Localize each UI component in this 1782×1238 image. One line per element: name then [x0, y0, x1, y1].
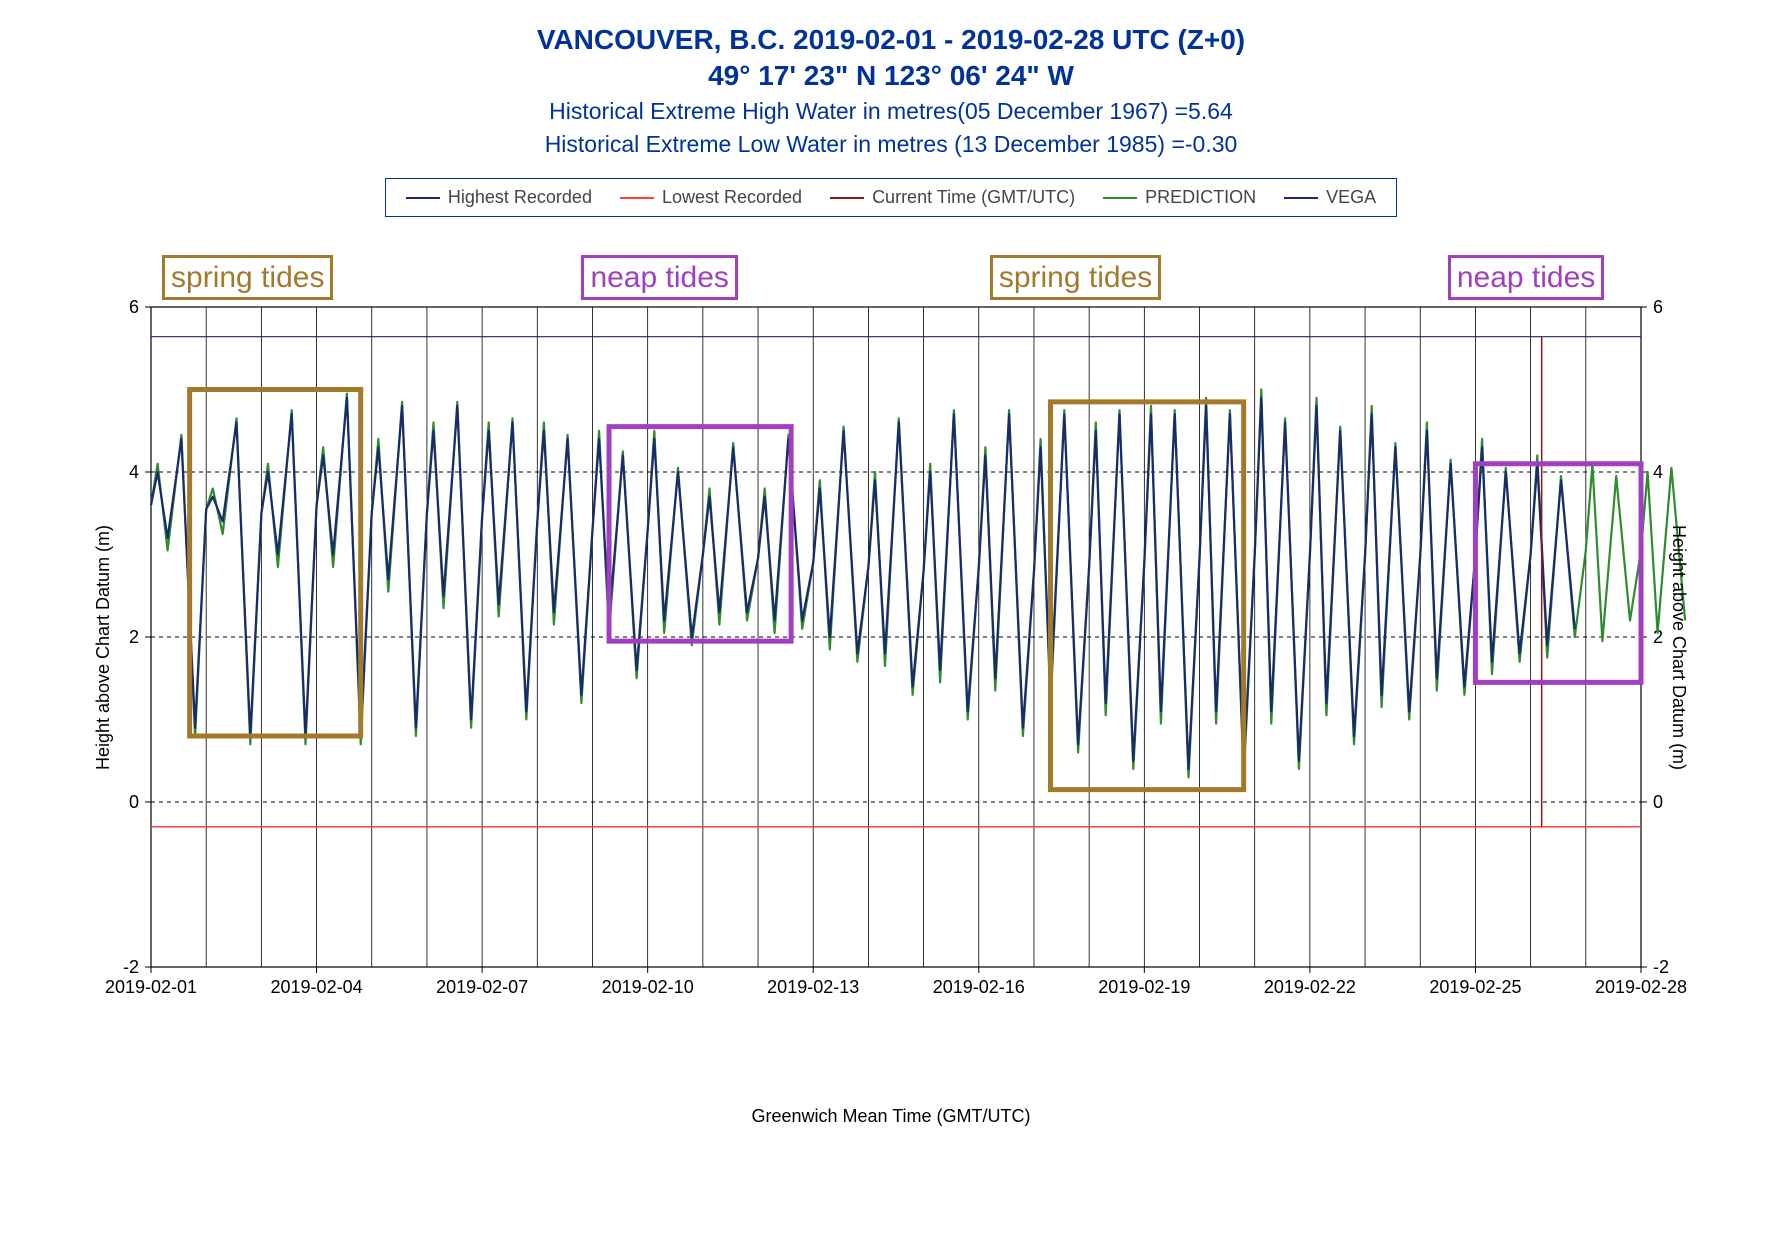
svg-text:2: 2: [129, 627, 139, 647]
svg-text:2019-02-13: 2019-02-13: [767, 977, 859, 997]
legend-label: Highest Recorded: [448, 187, 592, 208]
legend-item: Lowest Recorded: [620, 187, 802, 208]
legend-swatch: [620, 197, 654, 199]
legend-swatch: [830, 197, 864, 199]
legend-item: PREDICTION: [1103, 187, 1256, 208]
svg-text:2019-02-19: 2019-02-19: [1098, 977, 1190, 997]
svg-text:2019-02-07: 2019-02-07: [436, 977, 528, 997]
page-title: VANCOUVER, B.C. 2019-02-01 - 2019-02-28 …: [40, 24, 1742, 56]
legend-swatch: [406, 197, 440, 199]
legend-item: Highest Recorded: [406, 187, 592, 208]
svg-text:2019-02-01: 2019-02-01: [105, 977, 197, 997]
legend-swatch: [1103, 197, 1137, 199]
legend-label: Current Time (GMT/UTC): [872, 187, 1075, 208]
tide-chart: -2-2002244662019-02-012019-02-042019-02-…: [51, 247, 1731, 1067]
historical-high: Historical Extreme High Water in metres(…: [40, 98, 1742, 125]
y-axis-label-right: Height above Chart Datum (m): [1668, 525, 1689, 770]
coordinates: 49° 17' 23" N 123° 06' 24" W: [40, 60, 1742, 92]
legend-item: Current Time (GMT/UTC): [830, 187, 1075, 208]
legend-item: VEGA: [1284, 187, 1376, 208]
legend-swatch: [1284, 197, 1318, 199]
svg-text:2019-02-10: 2019-02-10: [602, 977, 694, 997]
svg-text:2019-02-16: 2019-02-16: [933, 977, 1025, 997]
historical-low: Historical Extreme Low Water in metres (…: [40, 131, 1742, 158]
chart-legend: Highest Recorded Lowest Recorded Current T…: [385, 178, 1397, 217]
svg-text:2019-02-22: 2019-02-22: [1264, 977, 1356, 997]
svg-text:2019-02-28: 2019-02-28: [1595, 977, 1687, 997]
svg-text:2019-02-25: 2019-02-25: [1429, 977, 1521, 997]
legend-label: PREDICTION: [1145, 187, 1256, 208]
x-axis-label: Greenwich Mean Time (GMT/UTC): [51, 1106, 1731, 1127]
svg-text:4: 4: [129, 462, 139, 482]
svg-text:4: 4: [1653, 462, 1663, 482]
legend-label: VEGA: [1326, 187, 1376, 208]
legend-label: Lowest Recorded: [662, 187, 802, 208]
svg-text:0: 0: [129, 792, 139, 812]
y-axis-label-left: Height above Chart Datum (m): [93, 525, 114, 770]
svg-text:-2: -2: [1653, 957, 1669, 977]
svg-text:0: 0: [1653, 792, 1663, 812]
svg-text:-2: -2: [123, 957, 139, 977]
svg-text:6: 6: [129, 297, 139, 317]
svg-text:2019-02-04: 2019-02-04: [271, 977, 363, 997]
svg-text:6: 6: [1653, 297, 1663, 317]
